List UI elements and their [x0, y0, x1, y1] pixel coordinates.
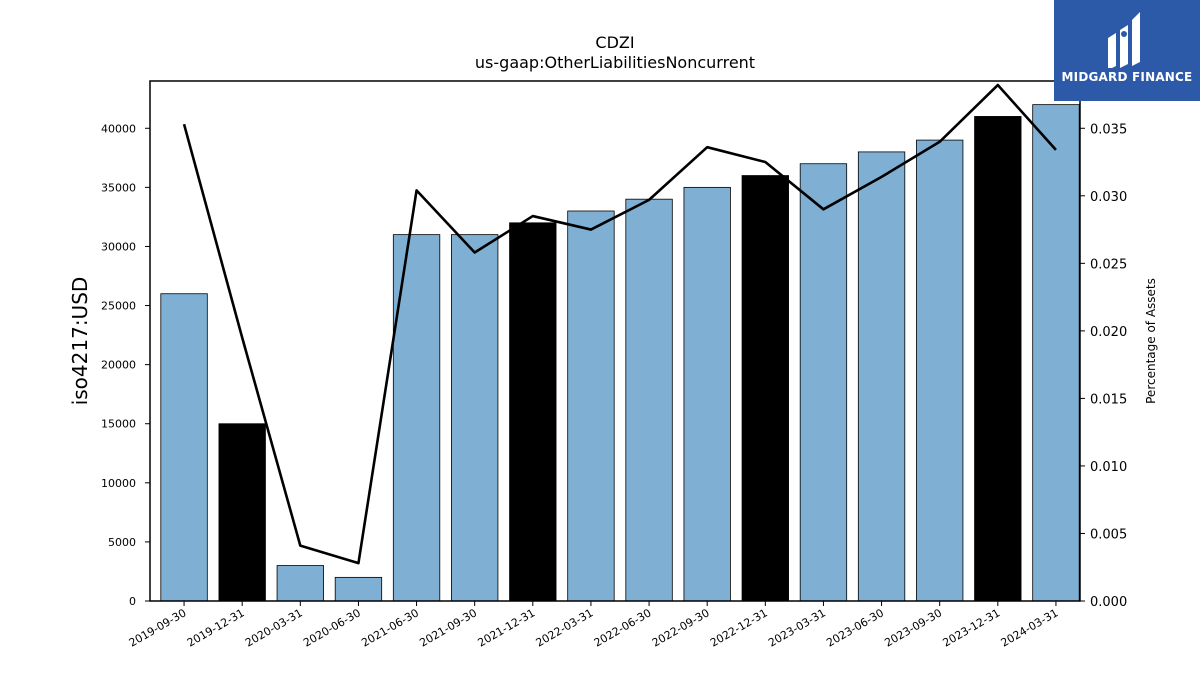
x-tick-label: 2024-03-31 — [999, 606, 1061, 649]
x-tick-label: 2022-09-30 — [650, 606, 712, 649]
bar-2021-12-31 — [509, 222, 557, 602]
bar-2023-12-31 — [974, 116, 1022, 602]
left-axis-ticks: 0 5000 10000 15000 20000 25000 30000 35000 40000 — [101, 122, 150, 608]
chart-title: CDZI — [595, 33, 634, 52]
logo-mark-icon — [1108, 12, 1140, 68]
x-tick-label: 2023-03-31 — [766, 606, 828, 649]
y2-tick-label: 0.035 — [1090, 122, 1127, 137]
bar-2023-09-30 — [916, 139, 964, 602]
plot-frame — [149, 80, 1081, 602]
bar-2023-03-31 — [799, 163, 848, 602]
bar-2020-03-31 — [276, 565, 324, 602]
bar-2024-03-31 — [1032, 104, 1080, 602]
y-tick-label: 35000 — [101, 181, 136, 194]
y-tick-label: 15000 — [101, 418, 136, 431]
y2-axis-label: Percentage of Assets — [1144, 278, 1158, 404]
x-tick-label: 2019-12-31 — [185, 606, 247, 649]
y2-tick-label: 0.010 — [1090, 460, 1127, 475]
bar-series — [160, 104, 1080, 602]
y-tick-label: 25000 — [101, 300, 136, 313]
y-tick-label: 30000 — [101, 240, 136, 253]
bar-2022-06-30 — [625, 198, 673, 602]
y2-tick-label: 0.000 — [1090, 595, 1127, 610]
midgard-finance-logo: MIDGARD FINANCE — [1054, 0, 1200, 101]
bar-2020-06-30 — [334, 576, 383, 602]
y-tick-label: 0 — [129, 595, 136, 608]
x-tick-label: 2021-09-30 — [417, 606, 479, 649]
bar-2022-09-30 — [683, 186, 731, 602]
logo-text: MIDGARD FINANCE — [1061, 70, 1193, 84]
y2-tick-label: 0.025 — [1090, 257, 1127, 272]
y-tick-label: 20000 — [101, 359, 136, 372]
y2-tick-label: 0.030 — [1090, 190, 1127, 205]
x-tick-label: 2023-12-31 — [940, 606, 1002, 649]
x-tick-label: 2023-06-30 — [824, 606, 886, 649]
y2-tick-label: 0.015 — [1090, 392, 1127, 407]
y2-tick-label: 0.005 — [1090, 527, 1127, 542]
bar-2019-12-31 — [218, 423, 266, 602]
x-tick-label: 2021-06-30 — [359, 606, 421, 649]
bar-2022-12-31 — [741, 175, 789, 602]
y-tick-label: 10000 — [101, 477, 136, 490]
bar-2019-09-30 — [160, 293, 208, 602]
x-tick-label: 2022-06-30 — [592, 606, 654, 649]
x-tick-label: 2020-03-31 — [243, 606, 305, 649]
x-tick-label: 2022-12-31 — [708, 606, 770, 649]
y-tick-label: 5000 — [108, 536, 136, 549]
percentage-line — [182, 83, 1057, 565]
right-axis-ticks: 0.000 0.005 0.010 0.015 0.020 0.025 0.030 0.035 — [1080, 122, 1127, 610]
y-tick-label: 40000 — [101, 122, 136, 135]
chart-subtitle: us-gaap:OtherLiabilitiesNoncurrent — [475, 53, 755, 72]
y2-tick-label: 0.020 — [1090, 325, 1127, 340]
x-tick-label: 2021-12-31 — [475, 606, 537, 649]
bar-2022-03-31 — [567, 210, 615, 602]
y-axis-label: iso4217:USD — [68, 277, 92, 406]
bar-2021-09-30 — [451, 234, 499, 602]
bar-2023-06-30 — [857, 151, 906, 602]
x-tick-label: 2020-06-30 — [301, 606, 363, 649]
x-axis-ticks: 2019-09-302019-12-312020-03-312020-06-30… — [127, 601, 1061, 650]
x-tick-label: 2019-09-30 — [127, 606, 189, 649]
x-tick-label: 2023-09-30 — [882, 606, 944, 649]
x-tick-label: 2022-03-31 — [534, 606, 596, 649]
